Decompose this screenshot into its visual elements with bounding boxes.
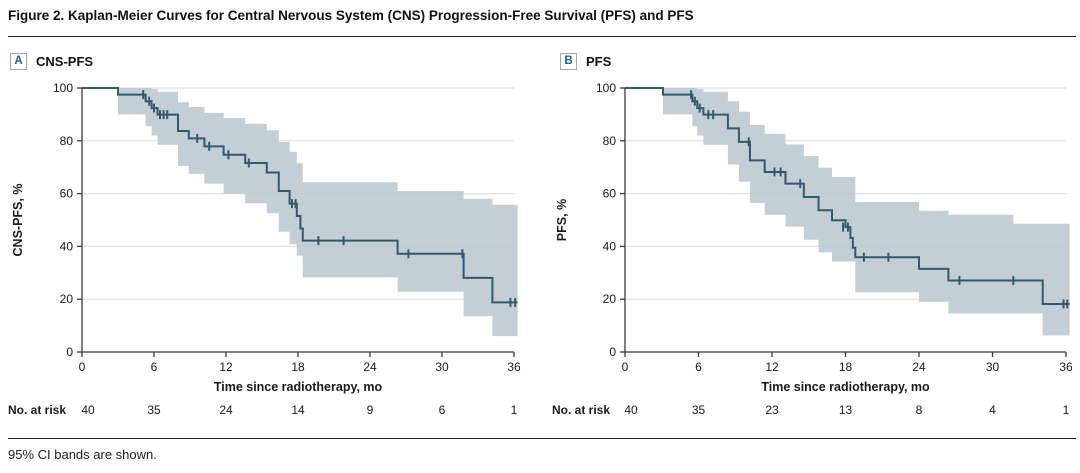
title-divider bbox=[8, 36, 1076, 37]
svg-text:12: 12 bbox=[219, 360, 233, 374]
svg-text:6: 6 bbox=[695, 360, 702, 374]
panel-b-badge: B bbox=[560, 52, 577, 70]
svg-text:60: 60 bbox=[603, 187, 617, 201]
panel-pfs: B PFS 0 20 40 60 80 100 PFS, % 0 6 12 18 24 30 36 Time… bbox=[552, 52, 1080, 427]
svg-text:80: 80 bbox=[60, 134, 74, 148]
svg-text:4: 4 bbox=[989, 403, 996, 417]
svg-text:80: 80 bbox=[603, 134, 617, 148]
svg-text:No. at risk: No. at risk bbox=[552, 403, 610, 417]
svg-text:24: 24 bbox=[219, 403, 233, 417]
svg-text:1: 1 bbox=[1063, 403, 1070, 417]
km-chart-cns-pfs: 0 20 40 60 80 100 CNS-PFS, % 0 6 12 18 24 30 36 Time s… bbox=[8, 81, 521, 417]
panel-a-badge: A bbox=[10, 52, 27, 70]
svg-text:36: 36 bbox=[1059, 360, 1073, 374]
at-risk-row: No. at risk 40 35 23 13 8 4 1 bbox=[552, 403, 1070, 417]
panel-a-title: CNS-PFS bbox=[36, 53, 94, 69]
km-curve bbox=[82, 87, 518, 304]
svg-text:100: 100 bbox=[53, 81, 73, 95]
svg-text:18: 18 bbox=[839, 360, 853, 374]
figure-title: Figure 2. Kaplan-Meier Curves for Centra… bbox=[8, 8, 694, 23]
y-axis: 0 20 40 60 80 100 PFS, % bbox=[555, 81, 626, 359]
svg-text:6: 6 bbox=[151, 360, 158, 374]
svg-text:23: 23 bbox=[765, 403, 779, 417]
svg-text:PFS, %: PFS, % bbox=[555, 199, 569, 241]
svg-text:0: 0 bbox=[609, 345, 616, 359]
svg-text:12: 12 bbox=[765, 360, 779, 374]
svg-text:No. at risk: No. at risk bbox=[8, 403, 66, 417]
svg-text:40: 40 bbox=[603, 239, 617, 253]
figure-footnote: 95% CI bands are shown. bbox=[8, 447, 157, 462]
svg-text:100: 100 bbox=[596, 81, 616, 95]
svg-text:30: 30 bbox=[986, 360, 1000, 374]
panel-a-header: A CNS-PFS bbox=[8, 52, 540, 70]
svg-text:24: 24 bbox=[912, 360, 926, 374]
svg-text:13: 13 bbox=[839, 403, 853, 417]
censor-marks bbox=[142, 90, 517, 307]
svg-text:20: 20 bbox=[60, 292, 74, 306]
svg-text:Time since radiotherapy, mo: Time since radiotherapy, mo bbox=[761, 380, 930, 394]
svg-text:9: 9 bbox=[367, 403, 374, 417]
svg-text:CNS-PFS, %: CNS-PFS, % bbox=[11, 184, 25, 257]
svg-text:0: 0 bbox=[622, 360, 629, 374]
svg-text:35: 35 bbox=[147, 403, 161, 417]
ci-band bbox=[662, 88, 1070, 336]
y-axis: 0 20 40 60 80 100 CNS-PFS, % bbox=[11, 81, 83, 359]
svg-text:40: 40 bbox=[81, 403, 95, 417]
svg-text:35: 35 bbox=[692, 403, 706, 417]
svg-text:14: 14 bbox=[291, 403, 305, 417]
svg-text:0: 0 bbox=[79, 360, 86, 374]
svg-text:40: 40 bbox=[60, 239, 74, 253]
svg-text:36: 36 bbox=[507, 360, 521, 374]
svg-text:40: 40 bbox=[624, 403, 638, 417]
censor-marks bbox=[690, 90, 1069, 309]
panel-b-header: B PFS bbox=[552, 52, 1080, 70]
panel-b-title: PFS bbox=[586, 53, 612, 69]
x-axis: 0 6 12 18 24 30 36 Time since radiotherapy, mo bbox=[79, 351, 521, 394]
svg-text:6: 6 bbox=[439, 403, 446, 417]
panel-cns-pfs: A CNS-PFS 0 20 40 60 80 100 CNS-PFS, % 0 6 12 18 24… bbox=[8, 52, 540, 427]
footnote-divider bbox=[8, 438, 1076, 439]
svg-text:0: 0 bbox=[66, 345, 73, 359]
svg-text:1: 1 bbox=[511, 403, 518, 417]
svg-text:20: 20 bbox=[603, 292, 617, 306]
ci-band bbox=[118, 88, 518, 337]
svg-text:Time since radiotherapy, mo: Time since radiotherapy, mo bbox=[214, 380, 383, 394]
svg-text:8: 8 bbox=[916, 403, 923, 417]
svg-text:18: 18 bbox=[291, 360, 305, 374]
at-risk-row: No. at risk 40 35 24 14 9 6 1 bbox=[8, 403, 518, 417]
svg-text:60: 60 bbox=[60, 187, 74, 201]
svg-text:30: 30 bbox=[435, 360, 449, 374]
x-axis: 0 6 12 18 24 30 36 Time since radiotherapy, mo bbox=[622, 351, 1073, 394]
svg-text:24: 24 bbox=[363, 360, 377, 374]
